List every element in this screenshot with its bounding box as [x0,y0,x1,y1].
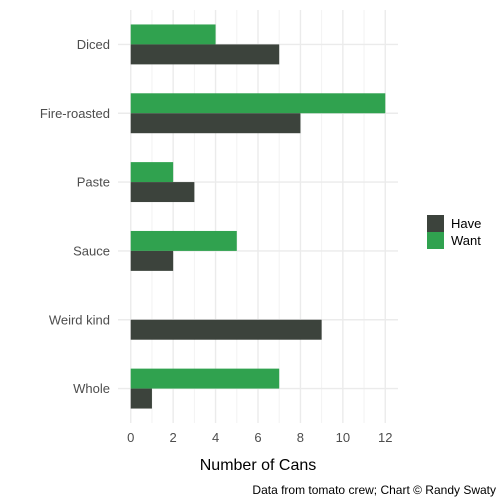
legend-label-have: Have [451,216,481,231]
category-label: Whole [73,381,110,396]
chart-caption: Data from tomato crew; Chart © Randy Swa… [252,483,496,497]
bar-want-paste [130,162,174,183]
x-tick-label: 4 [212,430,219,445]
bars [130,24,386,409]
bar-have-whole [130,388,152,409]
bar-want-diced [130,24,216,45]
x-tick-label: 10 [336,430,350,445]
legend-swatch-have [427,215,444,232]
category-label: Sauce [73,243,110,258]
legend-swatch-want [427,232,444,249]
bar-have-sauce [130,250,174,271]
bar-have-diced [130,44,280,65]
x-tick-label: 8 [297,430,304,445]
x-tick-label: 6 [254,430,261,445]
grid [118,10,398,423]
category-labels: Diced Fire-roasted Paste Sauce Weird kind Who… [40,37,110,396]
x-tick-labels: 0 2 4 6 8 10 12 [127,430,392,445]
bar-want-whole [130,368,280,389]
legend-label-want: Want [451,233,481,248]
x-tick-label: 2 [170,430,177,445]
bar-have-paste [130,182,195,203]
legend: Have Want [427,215,481,249]
category-label: Diced [77,37,110,52]
bar-want-fire-roasted [130,93,386,114]
bar-want-sauce [130,230,237,251]
bar-have-weird-kind [130,319,322,340]
x-tick-label: 12 [378,430,392,445]
x-tick-label: 0 [127,430,134,445]
bar-have-fire-roasted [130,113,301,134]
category-label: Weird kind [49,312,110,327]
x-axis-title: Number of Cans [200,457,317,474]
category-label: Paste [77,175,110,190]
category-label: Fire-roasted [40,106,110,121]
